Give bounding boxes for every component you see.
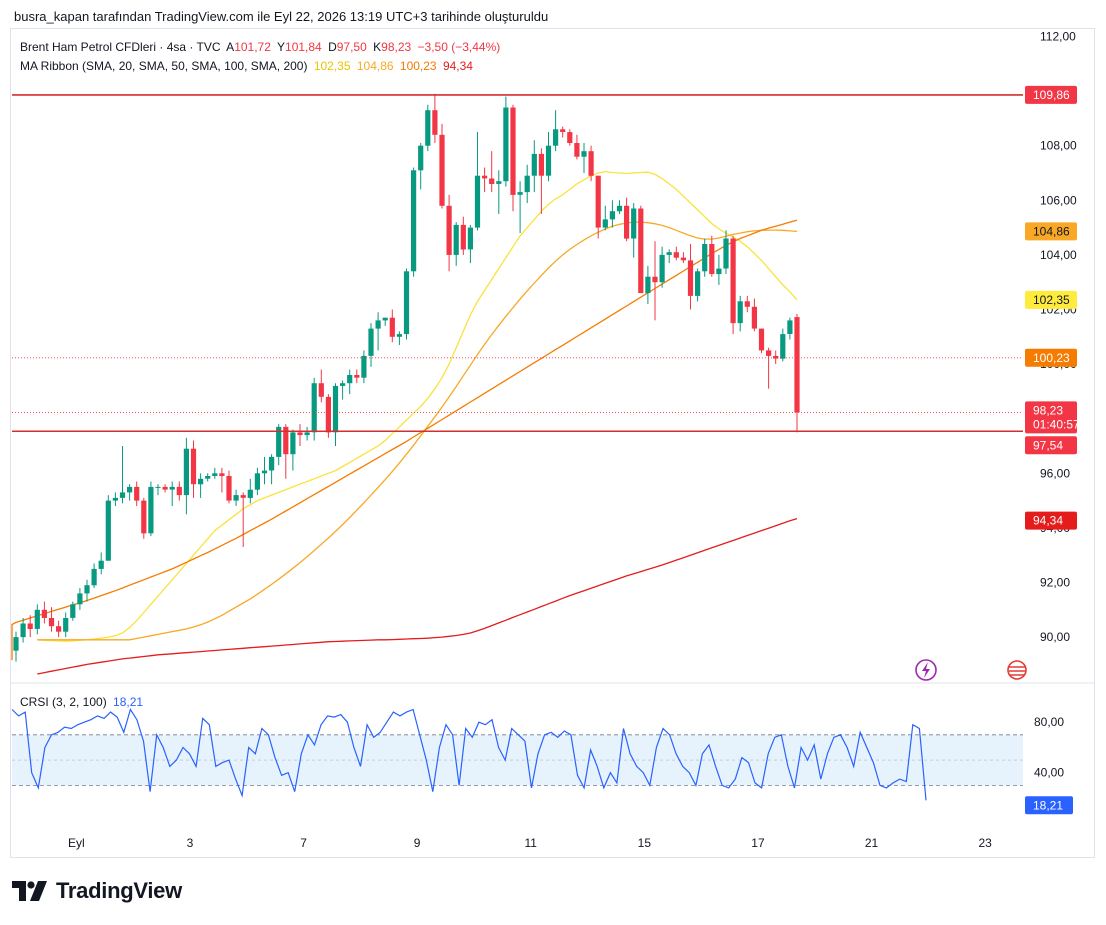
close-value: 98,23 [381,40,412,54]
low-label: D [328,40,337,54]
high-label: Y [277,40,286,54]
tradingview-wordmark: TradingView [56,878,182,903]
ma-ribbon-legend: MA Ribbon (SMA, 20, SMA, 50, SMA, 100, S… [20,59,476,73]
ma100-value: 100,23 [399,59,437,73]
close-label: K [373,40,382,54]
crsi-legend: CRSI (3, 2, 100) 18,21 [20,695,146,709]
low-value: 97,50 [336,40,367,54]
attribution-header: busra_kapan tarafından TradingView.com i… [14,9,549,24]
tradingview-logo-icon [12,881,47,901]
ma50-value: 104,86 [356,59,394,73]
symbol-legend: Brent Ham Petrol CFDleri · 4sa · TVC A10… [20,40,503,54]
tradingview-logo[interactable]: TradingView [12,878,182,904]
open-value: 101,72 [234,40,271,54]
symbol-title: Brent Ham Petrol CFDleri · 4sa · TVC [20,40,221,54]
change-value: −3,50 (−3,44%) [417,40,501,54]
crsi-title: CRSI (3, 2, 100) [20,695,107,709]
ma-ribbon-title: MA Ribbon (SMA, 20, SMA, 50, SMA, 100, S… [20,59,308,73]
ma200-value: 94,34 [442,59,473,73]
crsi-value: 18,21 [113,695,144,709]
open-label: A [226,40,235,54]
high-value: 101,84 [285,40,322,54]
chart-frame [10,28,1095,858]
ma20-value: 102,35 [313,59,351,73]
